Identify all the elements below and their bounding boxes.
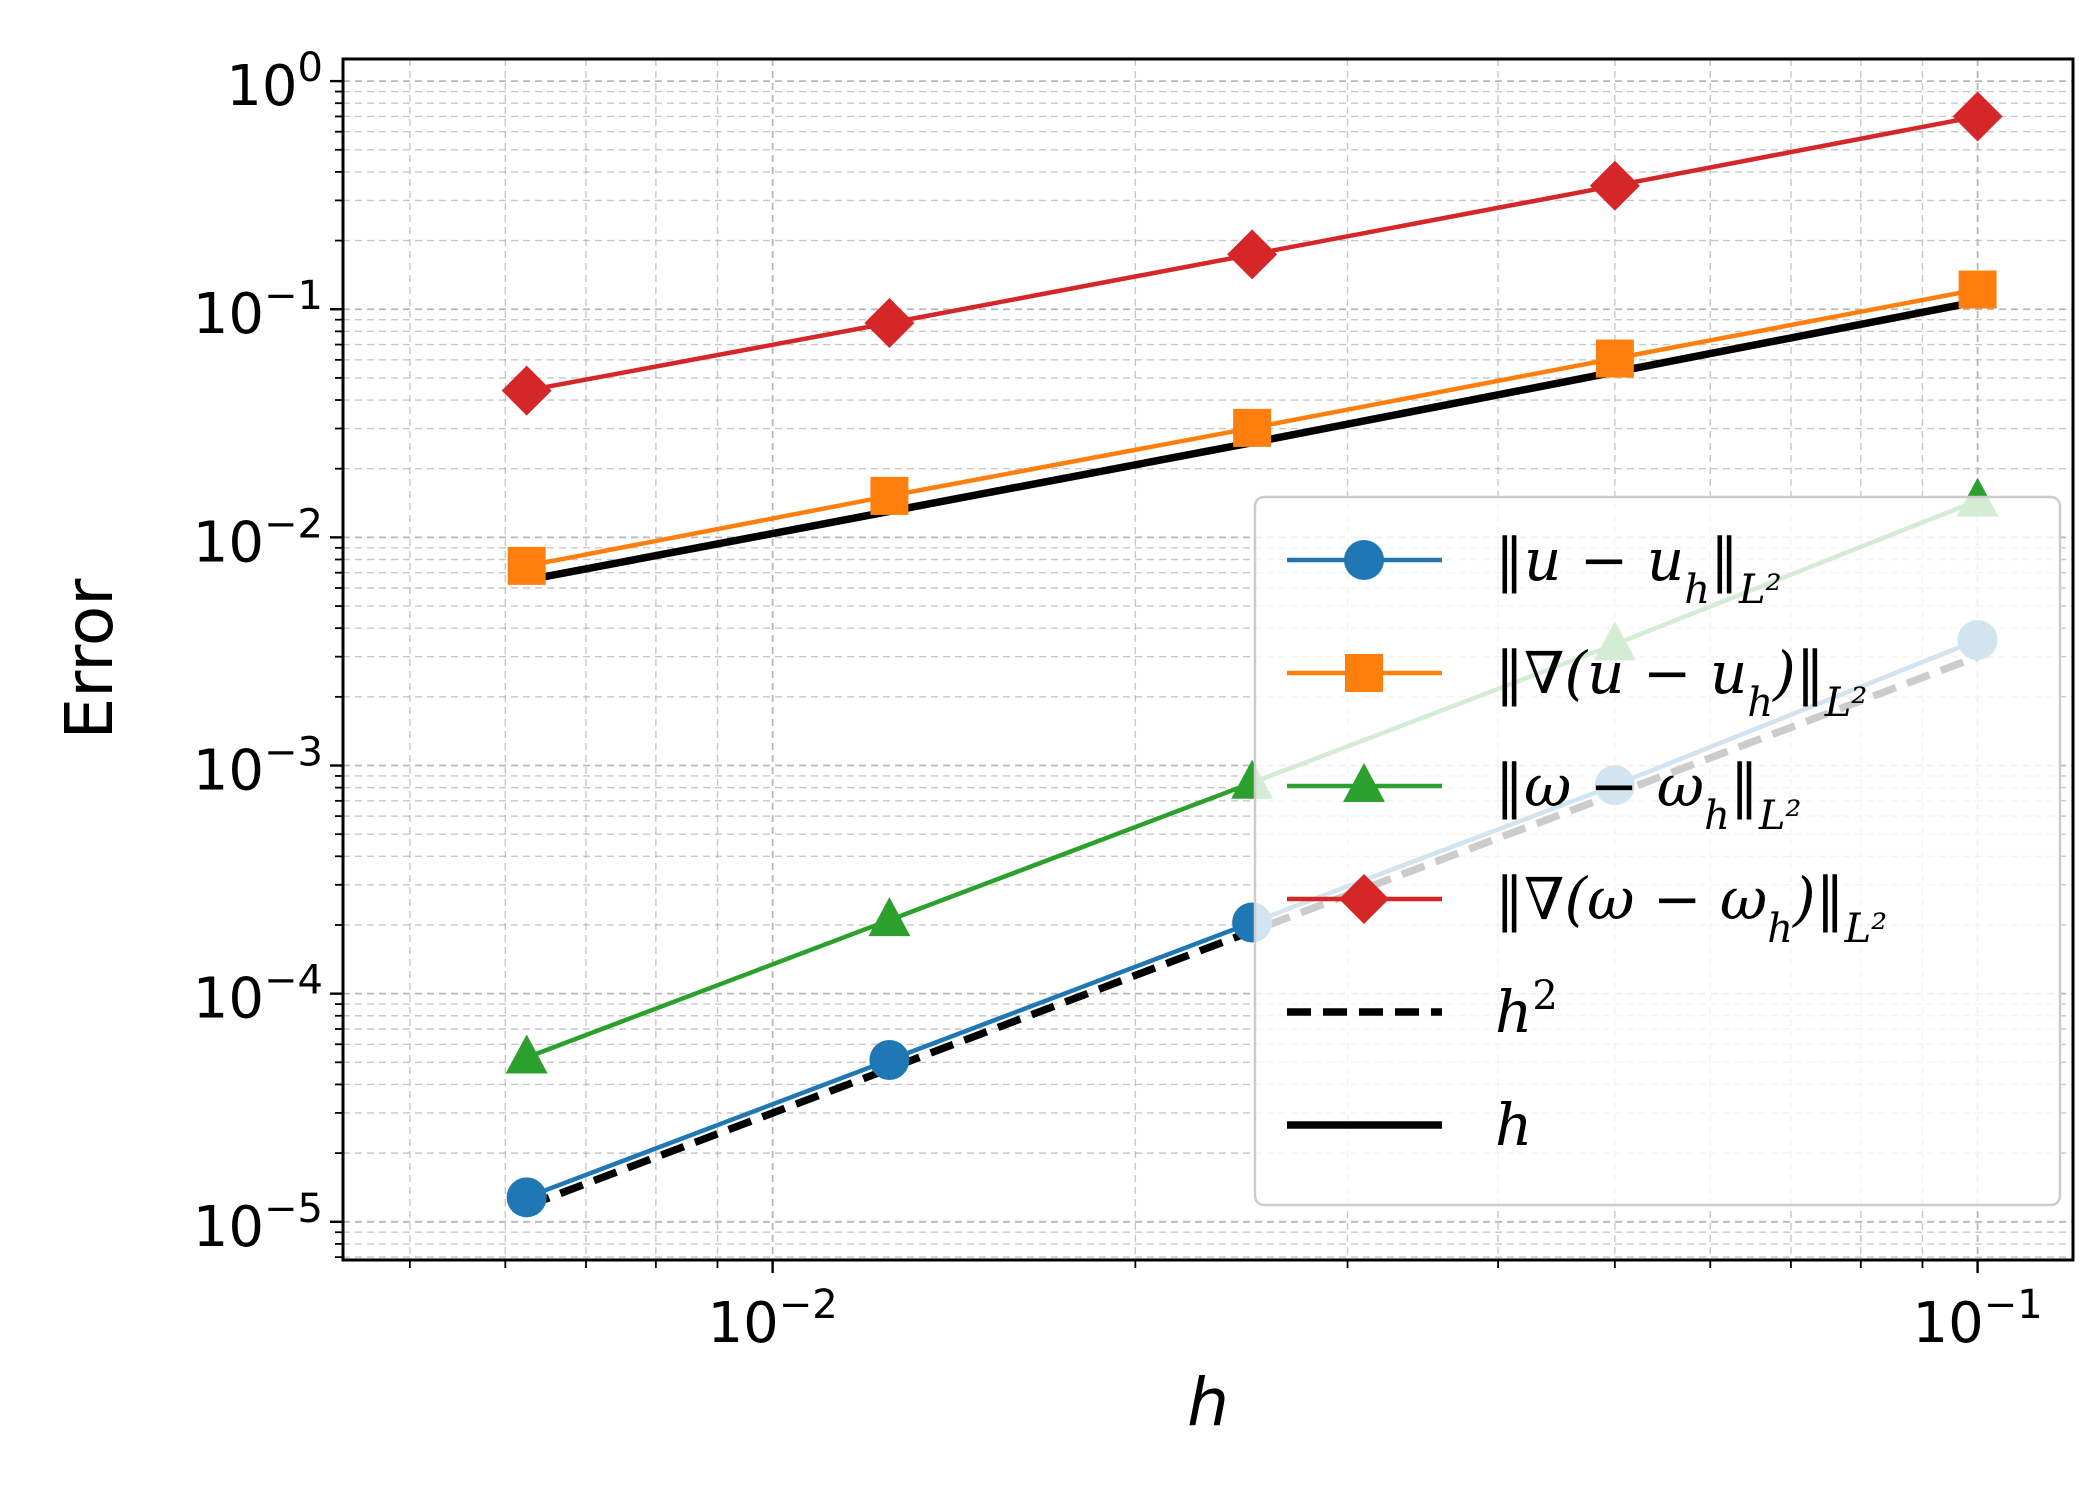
data-point xyxy=(507,546,546,585)
legend-entry: ‖ω − ωh‖L² xyxy=(1287,752,1801,839)
legend-label: h2 xyxy=(1495,973,1558,1046)
x-axis-title: h xyxy=(1187,1364,1229,1441)
data-point xyxy=(505,1034,548,1074)
data-point xyxy=(501,365,552,416)
data-point xyxy=(870,476,909,515)
data-point xyxy=(869,1039,910,1080)
legend-label: ‖∇(u − uh)‖L² xyxy=(1495,639,1867,726)
x-tick-label: 10−1 xyxy=(1912,1282,2042,1356)
plot-frame xyxy=(341,57,2075,1262)
legend-label: ‖ω − ωh‖L² xyxy=(1495,752,1801,839)
legend-entry: ‖u − uh‖L² xyxy=(1287,526,1782,613)
y-tick-label: 100 xyxy=(226,45,323,119)
legend: ‖u − uh‖L² ‖∇(u − uh)‖L² ‖ω − ωh‖L² ‖∇(ω − … xyxy=(1253,495,2062,1207)
data-point xyxy=(1233,408,1272,447)
legend-swatch-marker xyxy=(1343,763,1385,802)
legend-label: h xyxy=(1495,1091,1532,1159)
legend-swatch-marker xyxy=(1345,654,1383,692)
legend-entry: h xyxy=(1287,1091,1532,1159)
y-axis-title: Error xyxy=(51,578,128,740)
data-point xyxy=(506,1177,547,1218)
data-point xyxy=(1952,91,2003,142)
legend-swatch-marker xyxy=(1344,540,1384,580)
x-tick-label: 10−2 xyxy=(708,1282,838,1356)
data-point xyxy=(1595,339,1634,378)
legend-entry: ‖∇(ω − ωh)‖L² xyxy=(1287,865,1887,952)
series-3 xyxy=(501,91,2003,416)
y-tick-label: 10−1 xyxy=(193,273,323,347)
legend-box xyxy=(1253,495,2062,1207)
legend-entry: h2 xyxy=(1287,973,1558,1046)
legend-entry: ‖∇(u − uh)‖L² xyxy=(1287,639,1867,726)
legend-swatch-marker xyxy=(1339,874,1389,924)
legend-label: ‖u − uh‖L² xyxy=(1495,526,1782,613)
y-tick-label: 10−2 xyxy=(193,501,323,575)
data-point xyxy=(1958,270,1997,309)
data-point xyxy=(868,897,911,937)
y-tick-label: 10−4 xyxy=(193,958,323,1032)
series-1 xyxy=(507,270,1997,585)
y-tick-label: 10−3 xyxy=(193,730,323,804)
legend-label: ‖∇(ω − ωh)‖L² xyxy=(1495,865,1887,952)
data-point xyxy=(864,298,915,349)
data-point xyxy=(1227,229,1278,280)
data-point xyxy=(1589,160,1640,211)
y-tick-label: 10−5 xyxy=(193,1186,323,1260)
ticks: 10−2 10−1 100 10−1 10−2 10−3 10−4 10−5 xyxy=(193,45,2043,1356)
